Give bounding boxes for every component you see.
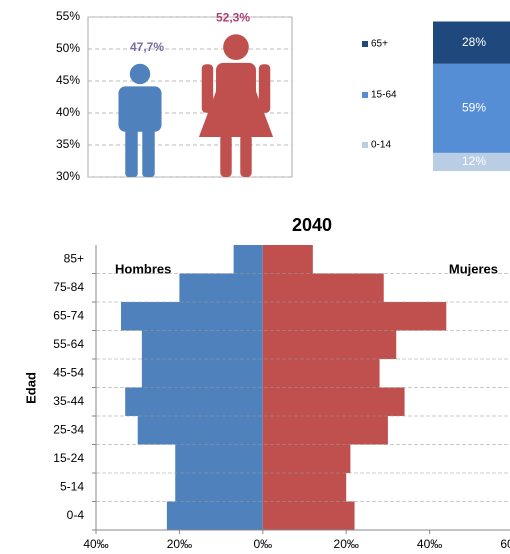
y-tick-label: 25-34 (53, 422, 84, 436)
y-tick-label: 45% (56, 73, 80, 87)
y-tick-label: 40% (56, 105, 80, 119)
y-tick-label: 15-24 (53, 451, 84, 465)
bar (175, 473, 263, 502)
x-tick-label: 60‰ (500, 537, 510, 551)
bar (175, 444, 263, 473)
head (129, 63, 151, 85)
leg (240, 134, 252, 177)
y-tick-label: 85+ (64, 251, 84, 265)
y-tick-label: 35-44 (53, 394, 84, 408)
y-tick-label: 55-64 (53, 337, 84, 351)
leg (142, 127, 155, 177)
bar (262, 330, 397, 359)
head (223, 34, 249, 60)
x-tick-label: 20‰ (334, 537, 359, 551)
x-tick-label: 20‰ (167, 537, 192, 551)
legend-label: 65+ (371, 39, 388, 50)
bar (262, 245, 313, 274)
torso (118, 86, 162, 132)
data-label: 47,7% (130, 40, 164, 54)
bar (141, 359, 263, 388)
legend-label: 15-64 (371, 90, 397, 101)
data-label: 28% (462, 35, 486, 49)
bar (141, 330, 263, 359)
data-label: 12% (462, 154, 486, 168)
y-tick-label: 5-14 (60, 479, 84, 493)
arm (258, 64, 271, 113)
female-icon (198, 34, 274, 177)
data-label: 52,3% (216, 10, 250, 24)
legend-swatch (362, 142, 368, 148)
bar-segment (433, 21, 510, 64)
arm (201, 64, 214, 113)
annotation: Mujeres (449, 261, 498, 276)
leg (220, 134, 232, 177)
bar-segment (433, 152, 510, 171)
bar (262, 501, 355, 530)
x-tick-label: 40‰ (417, 537, 442, 551)
bar (233, 245, 263, 274)
bar (262, 359, 380, 388)
bar (262, 416, 388, 445)
legend-swatch (362, 92, 368, 98)
bar (262, 387, 405, 416)
bar-segment (433, 63, 510, 153)
bar (262, 273, 384, 302)
x-tick-label: 40‰ (83, 537, 108, 551)
bar (125, 387, 263, 416)
y-tick-label: 45-54 (53, 365, 84, 379)
annotation: Hombres (115, 261, 171, 276)
bar (166, 501, 263, 530)
y-tick-label: 75-84 (53, 280, 84, 294)
bar (179, 273, 263, 302)
y-axis-label: Edad (23, 372, 38, 404)
bar (262, 473, 347, 502)
legend-label: 0-14 (371, 140, 391, 151)
chart-title: 2040 (292, 215, 332, 235)
bar (121, 302, 263, 331)
legend-swatch (362, 41, 368, 47)
data-label: 59% (462, 101, 486, 115)
bar (262, 444, 351, 473)
bar (262, 302, 447, 331)
y-tick-label: 0-4 (67, 508, 85, 522)
male-icon (118, 63, 162, 177)
bar (137, 416, 263, 445)
y-tick-label: 30% (56, 169, 80, 183)
leg (125, 127, 138, 177)
y-tick-label: 65-74 (53, 308, 84, 322)
y-tick-label: 35% (56, 137, 80, 151)
y-tick-label: 50% (56, 41, 80, 55)
skirt (198, 91, 274, 138)
y-tick-label: 55% (56, 9, 80, 23)
x-tick-label: 0‰ (253, 537, 272, 551)
